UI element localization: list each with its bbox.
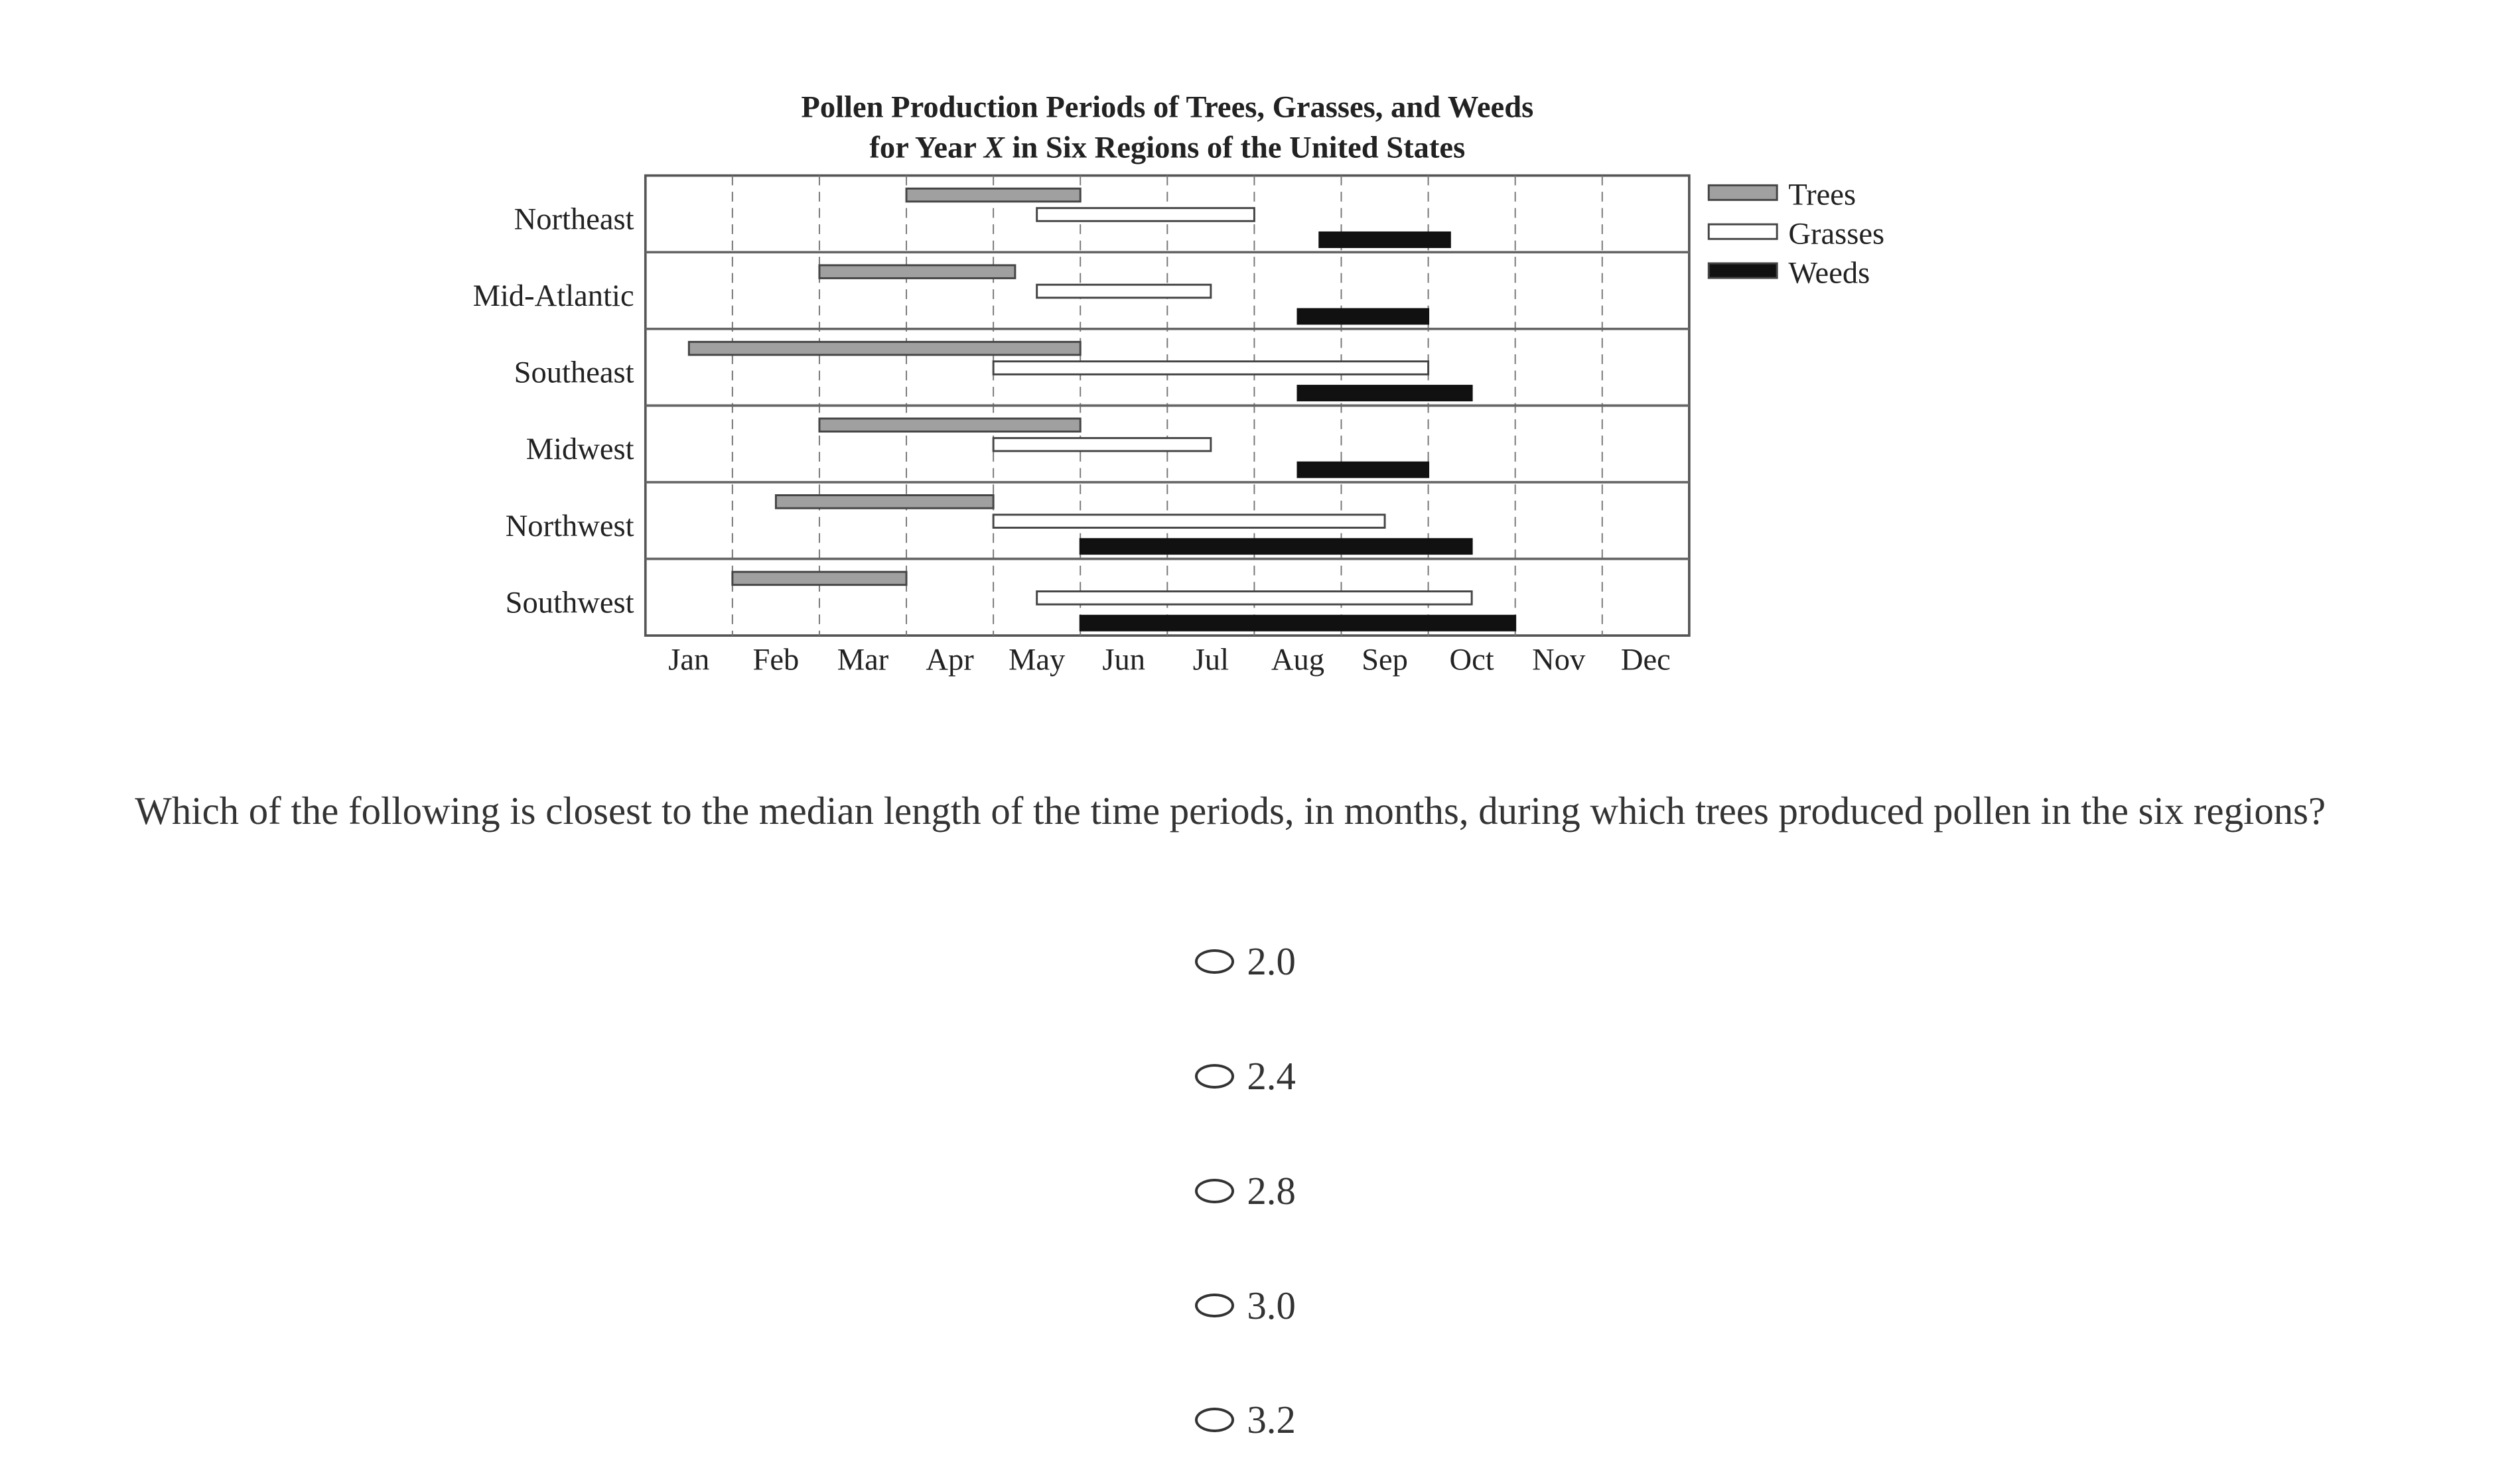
month-label: Feb [752,643,799,677]
legend-label: Grasses [1788,218,1884,251]
radio-button-icon[interactable] [1194,1408,1234,1433]
radio-button-icon[interactable] [1194,1064,1234,1089]
region-label: Mid-Atlantic [473,279,634,313]
pollen-chart: Pollen Production Periods of Trees, Gras… [473,90,1885,677]
bar-weeds [1079,538,1473,555]
legend-label: Weeds [1788,256,1870,290]
region-label: Southwest [506,586,634,620]
region-label: Northeast [514,202,634,236]
bar-grasses [1036,283,1212,299]
bar-grasses [992,513,1386,529]
option-label: 3.0 [1247,1284,1296,1327]
month-label: Aug [1271,643,1324,677]
bar-grasses [1036,207,1255,222]
region-label: Northwest [506,509,634,543]
radio-button-icon[interactable] [1194,1293,1234,1318]
month-label: Oct [1450,643,1494,677]
chart-title-line1: Pollen Production Periods of Trees, Gras… [801,90,1533,124]
month-label: Sep [1362,643,1408,677]
bar-trees [687,340,1082,356]
legend-label: Trees [1788,178,1856,212]
option-label: 2.0 [1247,940,1296,984]
month-label: Jan [668,643,709,677]
legend-swatch-grasses [1707,223,1778,240]
month-label: Jul [1193,643,1229,677]
chart-title-line2: for Year X in Six Regions of the United … [869,131,1465,165]
month-label: Nov [1532,643,1586,677]
option-label: 2.4 [1247,1055,1296,1099]
month-label: Dec [1621,643,1671,677]
option-label: 2.8 [1247,1169,1296,1213]
bar-trees [818,417,1082,433]
bar-weeds [1079,614,1517,632]
bar-trees [774,494,995,509]
radio-button-icon[interactable] [1194,949,1234,974]
month-label: Jun [1102,643,1145,677]
question-text: Which of the following is closest to the… [135,789,2326,833]
answer-option[interactable]: 3.0 [1194,1284,1296,1328]
answer-option[interactable]: 2.4 [1194,1054,1296,1099]
bar-trees [818,264,1016,279]
answer-option[interactable]: 2.8 [1194,1169,1296,1213]
region-label: Southeast [514,356,634,390]
bar-trees [731,570,908,586]
option-label: 3.2 [1247,1398,1296,1442]
answer-option[interactable]: 3.2 [1194,1398,1296,1442]
bar-trees [905,187,1082,203]
bar-grasses [1036,590,1473,606]
bar-weeds [1296,461,1430,478]
radio-button-icon[interactable] [1194,1178,1234,1203]
bar-grasses [992,360,1430,375]
legend-swatch-weeds [1707,262,1778,279]
answer-option[interactable]: 2.0 [1194,939,1296,984]
legend-swatch-trees [1707,184,1778,201]
month-label: Apr [926,643,974,677]
bar-weeds [1296,385,1473,402]
bar-weeds [1318,231,1451,248]
month-label: Mar [837,643,889,677]
region-label: Midwest [526,433,634,466]
bar-weeds [1296,308,1430,325]
bar-grasses [992,436,1212,452]
month-label: May [1009,643,1066,677]
